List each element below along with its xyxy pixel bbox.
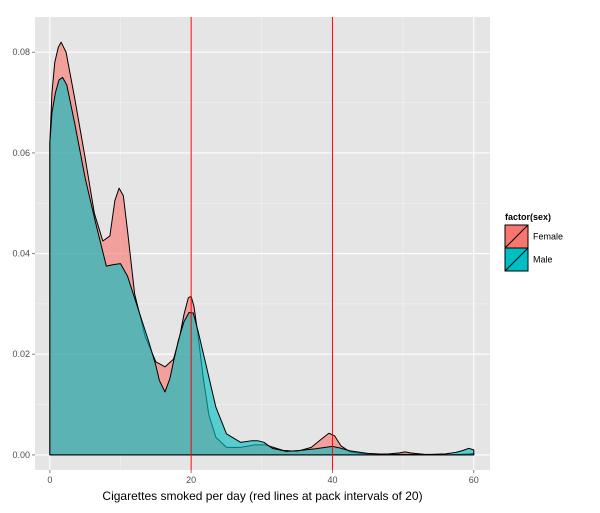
density-areas [49, 41, 475, 456]
legend-key-slash [504, 247, 529, 272]
y-tick-label: 0.04 [12, 249, 30, 259]
density-area-male [49, 76, 475, 456]
legend-title: factor(sex) [505, 212, 551, 222]
pack-interval-lines [190, 17, 333, 470]
x-axis: 0 20 40 60 [47, 470, 479, 485]
legend: factor(sex) Female Male [504, 212, 563, 272]
x-axis-title: Cigarettes smoked per day (red lines at … [102, 489, 422, 503]
y-axis: 0.00 0.02 0.04 0.06 0.08 [12, 47, 35, 460]
x-tick-label: 0 [47, 475, 52, 485]
legend-label-female: Female [533, 232, 563, 242]
x-tick-label: 20 [186, 475, 196, 485]
y-tick-label: 0.08 [12, 47, 30, 57]
legend-label-male: Male [533, 255, 553, 265]
y-tick-label: 0.06 [12, 148, 30, 158]
legend-key-slash [504, 224, 529, 249]
x-tick-label: 60 [469, 475, 479, 485]
x-tick-label: 40 [327, 475, 337, 485]
y-tick-label: 0.00 [12, 450, 30, 460]
y-tick-label: 0.02 [12, 349, 30, 359]
